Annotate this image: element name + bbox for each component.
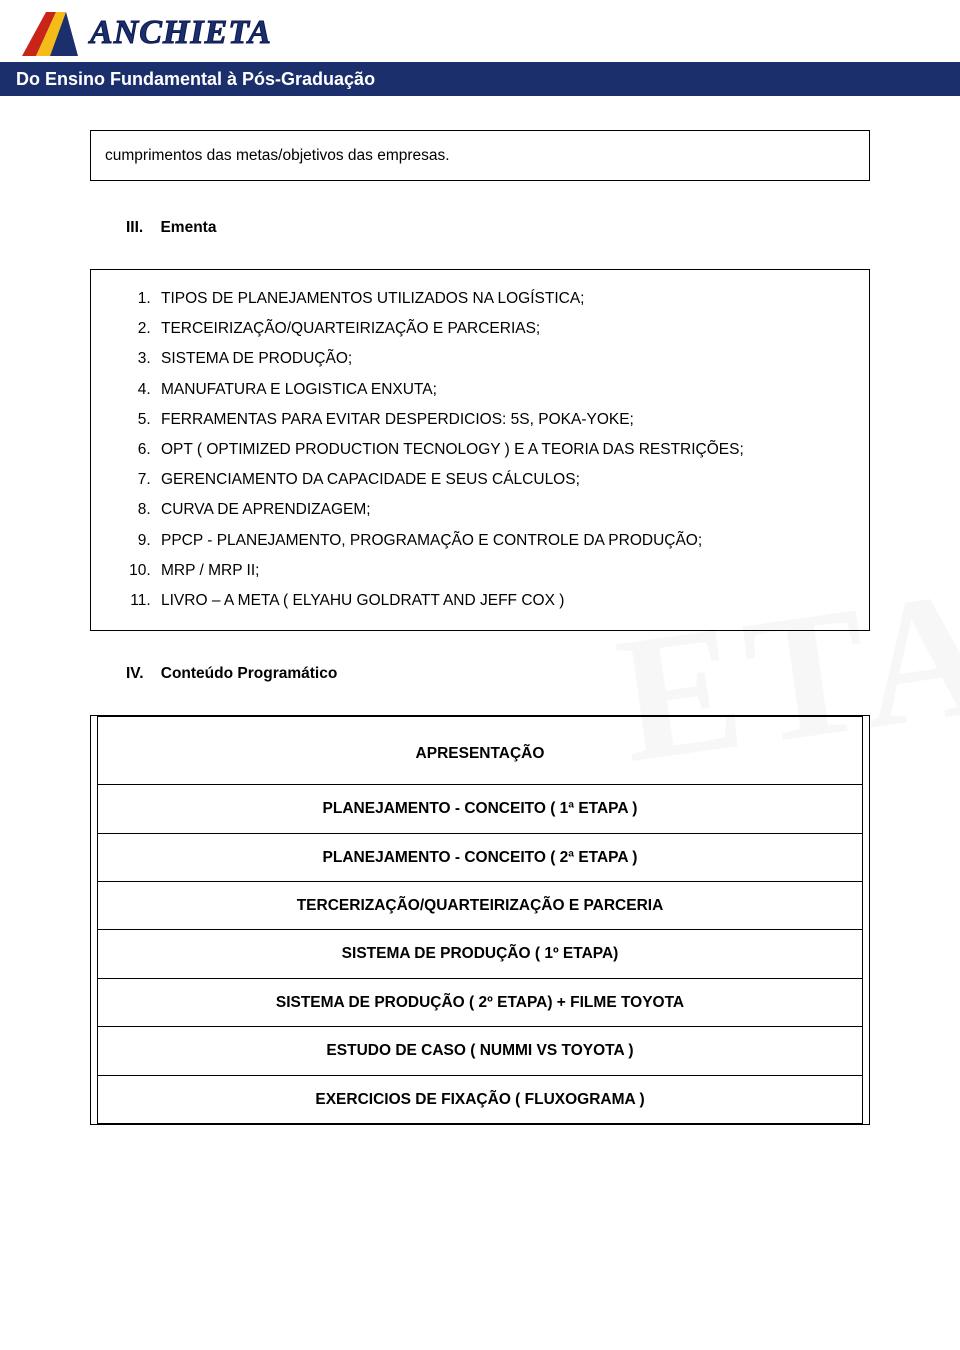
schedule-row: PLANEJAMENTO - CONCEITO ( 2ª ETAPA ) <box>98 833 863 881</box>
ementa-item: LIVRO – A META ( ELYAHU GOLDRATT AND JEF… <box>155 586 855 616</box>
schedule-row: PLANEJAMENTO - CONCEITO ( 1ª ETAPA ) <box>98 785 863 833</box>
logo-icon <box>16 6 80 60</box>
section-4-name: Conteúdo Programático <box>161 665 338 682</box>
intro-box: cumprimentos das metas/objetivos das emp… <box>90 130 870 181</box>
schedule-row: SISTEMA DE PRODUÇÃO ( 1º ETAPA) <box>98 930 863 978</box>
section-4-title: IV. Conteúdo Programático <box>126 659 870 688</box>
schedule-table: APRESENTAÇÃO PLANEJAMENTO - CONCEITO ( 1… <box>97 716 863 1125</box>
logo-text: ANCHIETA <box>90 16 272 50</box>
ementa-item: CURVA DE APRENDIZAGEM; <box>155 495 855 525</box>
section-3-label: III. <box>126 219 143 236</box>
ementa-box: TIPOS DE PLANEJAMENTOS UTILIZADOS NA LOG… <box>90 269 870 631</box>
page-content: cumprimentos das metas/objetivos das emp… <box>0 96 960 1125</box>
schedule-row: SISTEMA DE PRODUÇÃO ( 2º ETAPA) + FILME … <box>98 978 863 1026</box>
ementa-list: TIPOS DE PLANEJAMENTOS UTILIZADOS NA LOG… <box>119 284 855 616</box>
ementa-item: OPT ( OPTIMIZED PRODUCTION TECNOLOGY ) E… <box>155 435 855 465</box>
ementa-item: SISTEMA DE PRODUÇÃO; <box>155 344 855 374</box>
page-header: ANCHIETA Do Ensino Fundamental à Pós-Gra… <box>0 0 960 96</box>
header-bar: Do Ensino Fundamental à Pós-Graduação <box>0 62 960 96</box>
ementa-item: TIPOS DE PLANEJAMENTOS UTILIZADOS NA LOG… <box>155 284 855 314</box>
schedule-row: TERCERIZAÇÃO/QUARTEIRIZAÇÃO E PARCERIA <box>98 882 863 930</box>
section-4-label: IV. <box>126 665 144 682</box>
logo-name: ANCHIETA <box>90 16 272 50</box>
ementa-item: MRP / MRP II; <box>155 556 855 586</box>
intro-text: cumprimentos das metas/objetivos das emp… <box>105 147 450 164</box>
schedule-row: ESTUDO DE CASO ( NUMMI VS TOYOTA ) <box>98 1027 863 1075</box>
ementa-item: MANUFATURA E LOGISTICA ENXUTA; <box>155 375 855 405</box>
ementa-item: GERENCIAMENTO DA CAPACIDADE E SEUS CÁLCU… <box>155 465 855 495</box>
header-tagline: Do Ensino Fundamental à Pós-Graduação <box>16 69 375 90</box>
schedule-box: APRESENTAÇÃO PLANEJAMENTO - CONCEITO ( 1… <box>90 715 870 1126</box>
section-3-title: III. Ementa <box>126 213 870 242</box>
logo-row: ANCHIETA <box>0 0 960 60</box>
section-3-name: Ementa <box>160 219 216 236</box>
ementa-item: FERRAMENTAS PARA EVITAR DESPERDICIOS: 5S… <box>155 405 855 435</box>
schedule-row: EXERCICIOS DE FIXAÇÃO ( FLUXOGRAMA ) <box>98 1075 863 1123</box>
schedule-row: APRESENTAÇÃO <box>98 716 863 784</box>
ementa-item: TERCEIRIZAÇÃO/QUARTEIRIZAÇÃO E PARCERIAS… <box>155 314 855 344</box>
ementa-item: PPCP - PLANEJAMENTO, PROGRAMAÇÃO E CONTR… <box>155 526 855 556</box>
